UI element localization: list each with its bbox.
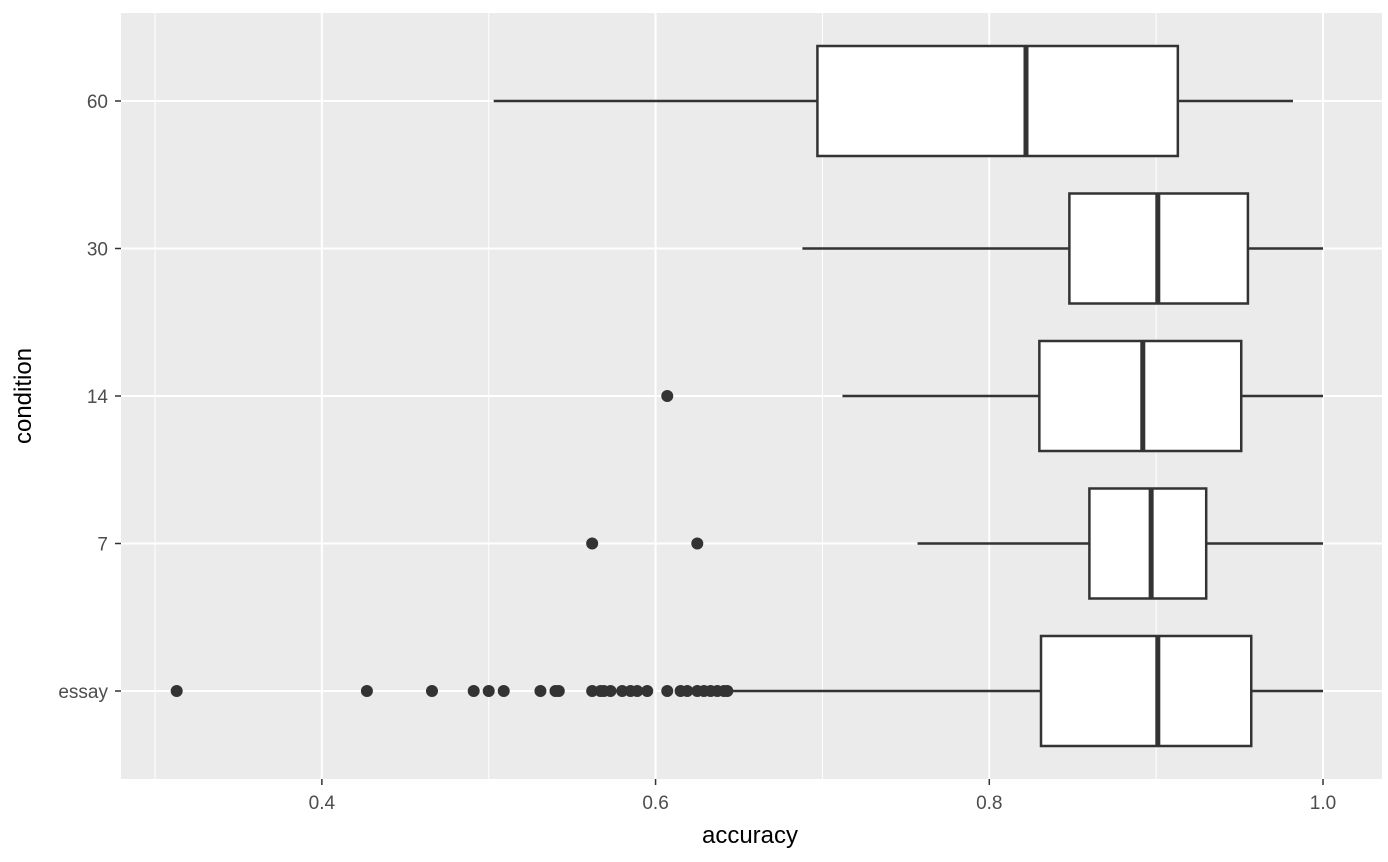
outlier-point	[467, 685, 480, 697]
outlier-point	[661, 390, 674, 402]
x-tick-label: 0.4	[309, 793, 336, 814]
outlier-point	[425, 685, 438, 697]
box-group-30	[802, 192, 1323, 305]
x-tick-label: 1.0	[1310, 793, 1336, 814]
outlier-point	[661, 685, 674, 697]
box-iqr	[1038, 339, 1243, 453]
outlier-point	[497, 685, 510, 697]
boxes-layer	[170, 44, 1323, 748]
box-iqr	[1088, 487, 1208, 600]
outlier-point	[552, 685, 565, 697]
box-iqr	[816, 44, 1180, 158]
box-group-14	[661, 339, 1323, 453]
y-tick-label: 60	[87, 92, 108, 113]
outlier-point	[631, 685, 644, 697]
box-group-7	[586, 487, 1323, 600]
outlier-point	[604, 685, 617, 697]
y-axis: 60 30 14 7 essay	[58, 92, 121, 703]
outlier-point	[721, 685, 734, 697]
y-tick-label: essay	[58, 682, 108, 703]
outlier-point	[641, 685, 654, 697]
y-tick-label: 14	[87, 387, 109, 408]
outlier-point	[534, 685, 547, 697]
outlier-point	[681, 685, 694, 697]
outlier-point	[586, 537, 599, 550]
outlier-point	[616, 685, 629, 697]
outlier-point	[482, 685, 495, 697]
box-group-60	[493, 44, 1293, 158]
outlier-point	[586, 685, 599, 697]
x-axis: 0.4 0.6 0.8 1.0	[309, 779, 1336, 814]
outlier-point	[170, 685, 183, 697]
y-tick-label: 30	[87, 240, 108, 261]
y-axis-title: condition	[10, 348, 37, 444]
x-tick-label: 0.6	[642, 793, 668, 814]
box-iqr	[1039, 634, 1253, 748]
x-axis-title: accuracy	[702, 822, 798, 849]
box-group-essay	[170, 634, 1323, 748]
outlier-point	[360, 685, 373, 697]
outlier-point	[691, 537, 704, 550]
x-tick-label: 0.8	[976, 793, 1002, 814]
y-tick-label: 7	[97, 535, 108, 556]
